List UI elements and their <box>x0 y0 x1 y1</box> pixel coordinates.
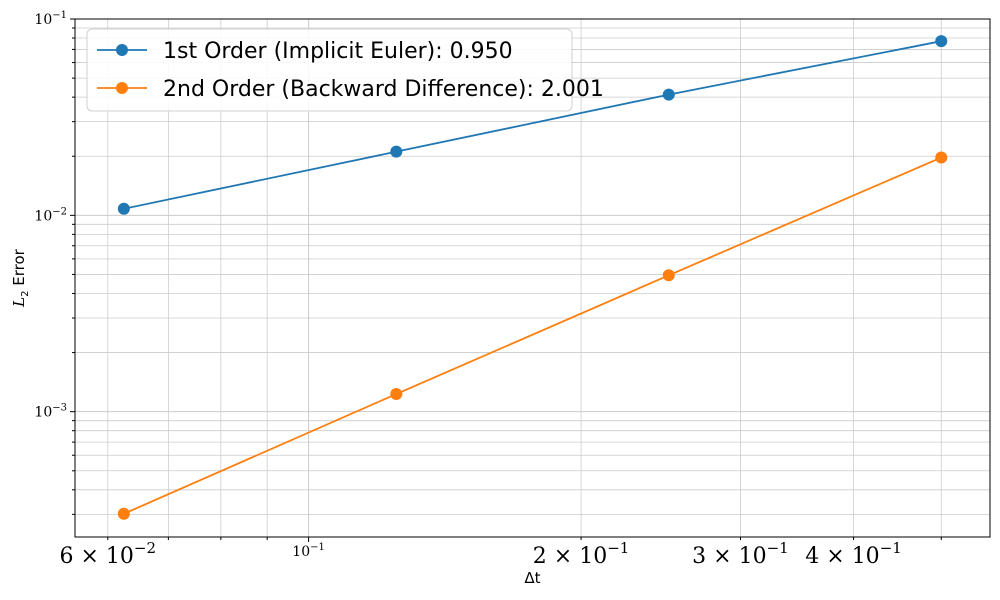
legend: 1st Order (Implicit Euler): 0.950 2nd Ord… <box>86 28 604 112</box>
data-point <box>390 388 403 401</box>
y-tick-label: 10−1 <box>34 10 67 28</box>
tick-times: × <box>74 544 106 569</box>
tick-exponent: −1 <box>52 10 67 21</box>
legend-frame <box>86 28 573 112</box>
data-point <box>935 35 948 48</box>
tick-coefficient: 3 <box>692 544 706 569</box>
y-axis-label-rest: Error <box>10 248 28 290</box>
x-tick-label: 4 × 10−1 <box>805 539 902 569</box>
tick-base: 10 <box>852 544 880 569</box>
tick-base: 10 <box>106 544 134 569</box>
tick-exponent: −1 <box>880 539 902 557</box>
tick-exponent: −2 <box>134 539 156 557</box>
series-line <box>123 156 942 515</box>
tick-base: 10 <box>34 12 52 28</box>
legend-label: 2nd Order (Backward Difference): 2.001 <box>163 77 604 102</box>
tick-exponent: −1 <box>607 539 629 557</box>
tick-layer: 10−16 × 10−2 2 × 10−1 3 × 10−1 4 × 10−110−3… <box>34 10 942 569</box>
tick-times: × <box>819 544 851 569</box>
legend-label: 1st Order (Implicit Euler): 0.950 <box>163 39 513 64</box>
series-layer <box>117 35 948 520</box>
data-point <box>935 151 948 164</box>
data-point <box>662 88 675 101</box>
y-axis-label-subscript: 2 <box>20 291 31 297</box>
tick-exponent: −2 <box>52 206 67 217</box>
data-point <box>117 507 130 520</box>
tick-coefficient: 2 <box>533 544 547 569</box>
series-line <box>123 40 942 210</box>
tick-base: 10 <box>34 405 52 421</box>
legend-marker-swatch <box>116 82 128 94</box>
y-axis-label-main: L <box>10 297 28 308</box>
legend-entry: 1st Order (Implicit Euler): 0.950 <box>97 39 513 64</box>
x-axis-label: Δt <box>524 569 540 587</box>
data-point <box>390 145 403 158</box>
tick-times: × <box>706 544 738 569</box>
grid <box>75 18 990 537</box>
series-2 <box>117 151 948 520</box>
x-tick-label: 2 × 10−1 <box>533 539 630 569</box>
tick-exponent: −1 <box>767 539 789 557</box>
plot-frame <box>74 18 991 538</box>
series-1 <box>117 35 948 215</box>
legend-marker-swatch <box>116 44 128 56</box>
legend-entry: 2nd Order (Backward Difference): 2.001 <box>97 77 604 102</box>
tick-coefficient: 4 <box>805 544 819 569</box>
tick-exponent: −3 <box>52 403 67 414</box>
x-tick-label: 10−1 <box>292 542 325 560</box>
tick-exponent: −1 <box>310 542 325 553</box>
data-point <box>117 202 130 215</box>
y-tick-label: 10−3 <box>34 403 67 421</box>
tick-base: 10 <box>34 208 52 224</box>
tick-base: 10 <box>579 544 607 569</box>
tick-times: × <box>547 544 579 569</box>
data-point <box>662 269 675 282</box>
y-axis-label: L2 Error <box>10 248 31 308</box>
tick-base: 10 <box>292 544 310 560</box>
y-tick-label: 10−2 <box>34 206 67 224</box>
x-tick-label: 3 × 10−1 <box>692 539 789 569</box>
x-tick-label: 6 × 10−2 <box>60 539 157 569</box>
tick-coefficient: 6 <box>60 544 74 569</box>
tick-base: 10 <box>739 544 767 569</box>
